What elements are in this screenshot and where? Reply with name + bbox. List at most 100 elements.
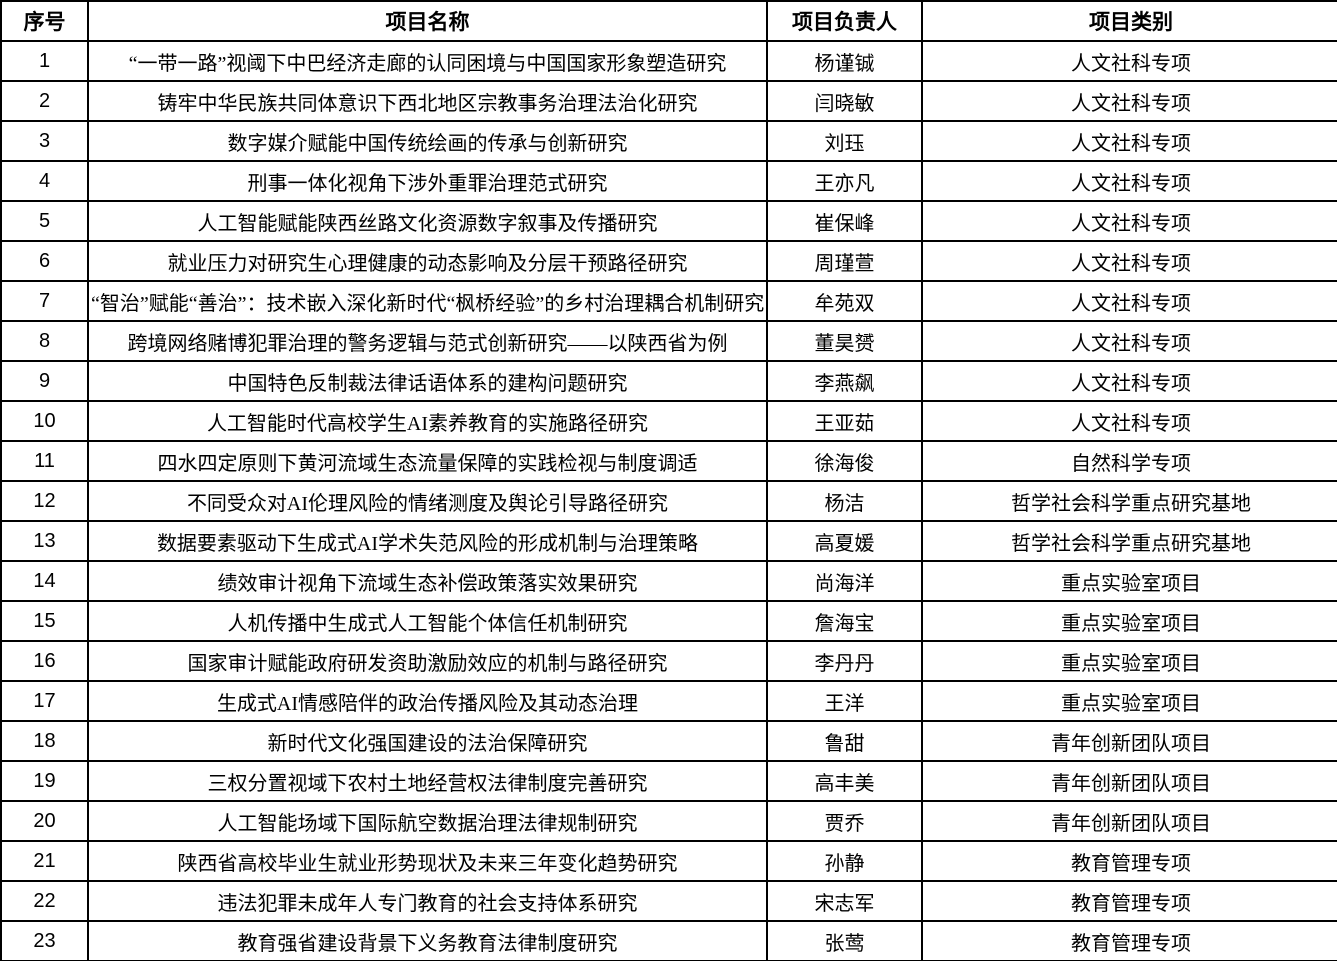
project-name-cell: 四水四定原则下黄河流域生态流量保障的实践检视与制度调适 [87, 440, 768, 482]
row-number-cell: 6 [0, 240, 89, 282]
row-number-cell: 2 [0, 80, 89, 122]
row-number-cell: 1 [0, 40, 89, 82]
row-number-cell: 11 [0, 440, 89, 482]
table-row: 10 人工智能时代高校学生AI素养教育的实施路径研究 王亚茹 人文社科专项 [0, 400, 1337, 442]
project-leader-cell: 孙静 [766, 840, 923, 882]
project-leader-cell: 王洋 [766, 680, 923, 722]
project-category-cell: 人文社科专项 [921, 120, 1337, 162]
table-row: 12 不同受众对AI伦理风险的情绪测度及舆论引导路径研究 杨洁 哲学社会科学重点… [0, 480, 1337, 522]
row-number-cell: 23 [0, 920, 89, 961]
project-category-cell: 人文社科专项 [921, 200, 1337, 242]
row-number-cell: 4 [0, 160, 89, 202]
table-row: 3 数字媒介赋能中国传统绘画的传承与创新研究 刘珏 人文社科专项 [0, 120, 1337, 162]
project-category-cell: 人文社科专项 [921, 240, 1337, 282]
project-category-cell: 重点实验室项目 [921, 640, 1337, 682]
project-category-cell: 重点实验室项目 [921, 560, 1337, 602]
row-number-cell: 12 [0, 480, 89, 522]
project-category-cell: 人文社科专项 [921, 160, 1337, 202]
project-leader-cell: 尚海洋 [766, 560, 923, 602]
project-category-cell: 重点实验室项目 [921, 600, 1337, 642]
project-leader-cell: 高丰美 [766, 760, 923, 802]
project-leader-cell: 董昊赟 [766, 320, 923, 362]
project-name-cell: 就业压力对研究生心理健康的动态影响及分层干预路径研究 [87, 240, 768, 282]
project-leader-cell: 牟苑双 [766, 280, 923, 322]
project-name-cell: 生成式AI情感陪伴的政治传播风险及其动态治理 [87, 680, 768, 722]
row-number-cell: 10 [0, 400, 89, 442]
table-row: 22 违法犯罪未成年人专门教育的社会支持体系研究 宋志军 教育管理专项 [0, 880, 1337, 922]
row-number-cell: 22 [0, 880, 89, 922]
project-category-cell: 青年创新团队项目 [921, 800, 1337, 842]
project-leader-cell: 杨谨铖 [766, 40, 923, 82]
project-category-cell: 教育管理专项 [921, 920, 1337, 961]
project-name-cell: 数字媒介赋能中国传统绘画的传承与创新研究 [87, 120, 768, 162]
project-name-cell: 不同受众对AI伦理风险的情绪测度及舆论引导路径研究 [87, 480, 768, 522]
project-category-cell: 青年创新团队项目 [921, 720, 1337, 762]
table-row: 15 人机传播中生成式人工智能个体信任机制研究 詹海宝 重点实验室项目 [0, 600, 1337, 642]
row-number-cell: 8 [0, 320, 89, 362]
row-number-cell: 17 [0, 680, 89, 722]
column-header-name: 项目名称 [87, 0, 768, 42]
project-name-cell: 新时代文化强国建设的法治保障研究 [87, 720, 768, 762]
project-category-cell: 人文社科专项 [921, 360, 1337, 402]
project-category-cell: 人文社科专项 [921, 80, 1337, 122]
project-category-cell: 哲学社会科学重点研究基地 [921, 520, 1337, 562]
project-leader-cell: 詹海宝 [766, 600, 923, 642]
project-leader-cell: 闫晓敏 [766, 80, 923, 122]
project-name-cell: 教育强省建设背景下义务教育法律制度研究 [87, 920, 768, 961]
table-row: 17 生成式AI情感陪伴的政治传播风险及其动态治理 王洋 重点实验室项目 [0, 680, 1337, 722]
table-row: 9 中国特色反制裁法律话语体系的建构问题研究 李燕飙 人文社科专项 [0, 360, 1337, 402]
project-name-cell: 跨境网络赌博犯罪治理的警务逻辑与范式创新研究——以陕西省为例 [87, 320, 768, 362]
table-row: 13 数据要素驱动下生成式AI学术失范风险的形成机制与治理策略 高夏媛 哲学社会… [0, 520, 1337, 562]
project-category-cell: 人文社科专项 [921, 40, 1337, 82]
table-row: 8 跨境网络赌博犯罪治理的警务逻辑与范式创新研究——以陕西省为例 董昊赟 人文社… [0, 320, 1337, 362]
project-leader-cell: 李燕飙 [766, 360, 923, 402]
row-number-cell: 21 [0, 840, 89, 882]
table-row: 16 国家审计赋能政府研发资助激励效应的机制与路径研究 李丹丹 重点实验室项目 [0, 640, 1337, 682]
project-leader-cell: 高夏媛 [766, 520, 923, 562]
project-category-cell: 自然科学专项 [921, 440, 1337, 482]
project-name-cell: 人工智能场域下国际航空数据治理法律规制研究 [87, 800, 768, 842]
table-row: 5 人工智能赋能陕西丝路文化资源数字叙事及传播研究 崔保峰 人文社科专项 [0, 200, 1337, 242]
column-header-leader: 项目负责人 [766, 0, 923, 42]
column-header-category: 项目类别 [921, 0, 1337, 42]
project-name-cell: 绩效审计视角下流域生态补偿政策落实效果研究 [87, 560, 768, 602]
project-name-cell: 铸牢中华民族共同体意识下西北地区宗教事务治理法治化研究 [87, 80, 768, 122]
table-row: 11 四水四定原则下黄河流域生态流量保障的实践检视与制度调适 徐海俊 自然科学专… [0, 440, 1337, 482]
table-row: 4 刑事一体化视角下涉外重罪治理范式研究 王亦凡 人文社科专项 [0, 160, 1337, 202]
project-name-cell: 违法犯罪未成年人专门教育的社会支持体系研究 [87, 880, 768, 922]
project-name-cell: 人工智能赋能陕西丝路文化资源数字叙事及传播研究 [87, 200, 768, 242]
project-name-cell: 国家审计赋能政府研发资助激励效应的机制与路径研究 [87, 640, 768, 682]
project-leader-cell: 贾乔 [766, 800, 923, 842]
table-row: 7 “智治”赋能“善治”：技术嵌入深化新时代“枫桥经验”的乡村治理耦合机制研究 … [0, 280, 1337, 322]
project-name-cell: 中国特色反制裁法律话语体系的建构问题研究 [87, 360, 768, 402]
row-number-cell: 13 [0, 520, 89, 562]
row-number-cell: 15 [0, 600, 89, 642]
row-number-cell: 14 [0, 560, 89, 602]
table-row: 6 就业压力对研究生心理健康的动态影响及分层干预路径研究 周瑾萱 人文社科专项 [0, 240, 1337, 282]
row-number-cell: 9 [0, 360, 89, 402]
project-leader-cell: 鲁甜 [766, 720, 923, 762]
table-header-row: 序号 项目名称 项目负责人 项目类别 [0, 0, 1337, 42]
table-row: 20 人工智能场域下国际航空数据治理法律规制研究 贾乔 青年创新团队项目 [0, 800, 1337, 842]
project-leader-cell: 崔保峰 [766, 200, 923, 242]
project-name-cell: “智治”赋能“善治”：技术嵌入深化新时代“枫桥经验”的乡村治理耦合机制研究 [87, 280, 768, 322]
project-name-cell: 刑事一体化视角下涉外重罪治理范式研究 [87, 160, 768, 202]
project-name-cell: 三权分置视域下农村土地经营权法律制度完善研究 [87, 760, 768, 802]
project-category-cell: 重点实验室项目 [921, 680, 1337, 722]
project-leader-cell: 徐海俊 [766, 440, 923, 482]
table-row: 23 教育强省建设背景下义务教育法律制度研究 张莺 教育管理专项 [0, 920, 1337, 961]
project-leader-cell: 王亦凡 [766, 160, 923, 202]
column-header-no: 序号 [0, 0, 89, 42]
project-leader-cell: 张莺 [766, 920, 923, 961]
project-name-cell: 陕西省高校毕业生就业形势现状及未来三年变化趋势研究 [87, 840, 768, 882]
row-number-cell: 5 [0, 200, 89, 242]
project-name-cell: “一带一路”视阈下中巴经济走廊的认同困境与中国国家形象塑造研究 [87, 40, 768, 82]
project-category-cell: 教育管理专项 [921, 840, 1337, 882]
row-number-cell: 3 [0, 120, 89, 162]
table-row: 18 新时代文化强国建设的法治保障研究 鲁甜 青年创新团队项目 [0, 720, 1337, 762]
project-leader-cell: 王亚茹 [766, 400, 923, 442]
row-number-cell: 16 [0, 640, 89, 682]
project-leader-cell: 李丹丹 [766, 640, 923, 682]
project-leader-cell: 刘珏 [766, 120, 923, 162]
project-name-cell: 数据要素驱动下生成式AI学术失范风险的形成机制与治理策略 [87, 520, 768, 562]
